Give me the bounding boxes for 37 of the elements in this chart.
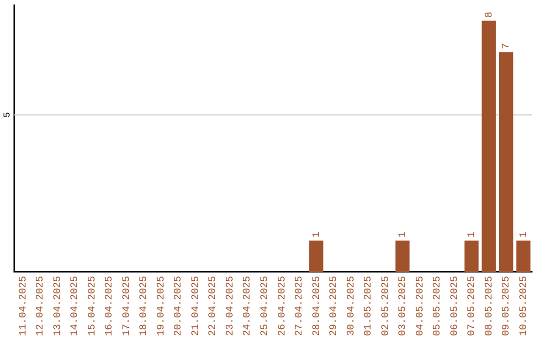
x-tick-label: 03.05.2025 <box>398 276 410 336</box>
data-label: 1 <box>519 232 530 238</box>
x-tick-label: 02.05.2025 <box>380 276 392 336</box>
x-tick-label: 18.04.2025 <box>139 276 150 336</box>
x-tick-label: 26.04.2025 <box>277 276 288 336</box>
x-tick-label: 08.05.2025 <box>484 276 496 336</box>
x-tick-label: 09.05.2025 <box>502 276 513 336</box>
data-label: 1 <box>467 232 478 238</box>
data-label: 7 <box>502 43 513 50</box>
x-tick-label: 10.05.2025 <box>519 276 530 336</box>
x-tick-label: 01.05.2025 <box>364 276 375 336</box>
x-tick-label: 25.04.2025 <box>260 276 272 336</box>
x-tick-label: 13.04.2025 <box>52 276 64 336</box>
x-tick-label: 20.04.2025 <box>174 276 185 336</box>
x-tick-label: 21.04.2025 <box>190 276 202 336</box>
x-tick-label: 04.05.2025 <box>415 276 426 336</box>
x-tick-label: 24.04.2025 <box>242 276 254 336</box>
x-tick-label: 06.05.2025 <box>450 276 461 336</box>
x-tick-label: 30.04.2025 <box>346 276 358 336</box>
x-tick-label: 11.04.2025 <box>18 276 30 336</box>
x-tick-label: 27.04.2025 <box>294 276 306 336</box>
x-tick-label: 15.04.2025 <box>87 276 98 336</box>
data-label: 8 <box>484 12 496 18</box>
x-tick-label: 12.04.2025 <box>36 276 47 336</box>
x-tick-label: 16.04.2025 <box>104 276 116 336</box>
x-tick-label: 19.04.2025 <box>156 276 168 336</box>
x-tick-label: 22.04.2025 <box>208 276 220 336</box>
x-tick-label: 14.04.2025 <box>70 276 82 336</box>
data-label: 1 <box>398 232 410 238</box>
data-label: 1 <box>312 232 323 238</box>
ref-line-label: 5 <box>2 112 12 118</box>
x-tick-label: 05.05.2025 <box>432 276 444 336</box>
x-tick-label: 07.05.2025 <box>467 276 478 336</box>
x-tick-label: 17.04.2025 <box>122 276 133 336</box>
x-tick-label: 23.04.2025 <box>225 276 236 336</box>
x-tick-label: 29.04.2025 <box>329 276 340 336</box>
x-tick-label: 28.04.2025 <box>312 276 323 336</box>
